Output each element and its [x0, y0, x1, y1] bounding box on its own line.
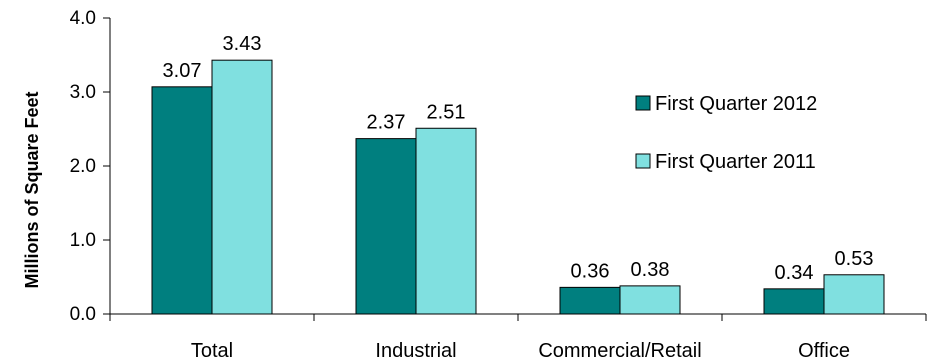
- legend-label: First Quarter 2012: [655, 93, 817, 115]
- y-axis-ticks: 0.0 1.0 2.0 3.0 4.0: [70, 8, 110, 325]
- category-label: Commercial/Retail: [538, 340, 701, 362]
- category-label: Office: [798, 340, 850, 362]
- x-axis-ticks: Total Industrial Commercial/Retail Office: [109, 314, 927, 362]
- data-label: 0.36: [571, 260, 610, 282]
- bar-q1-2012: [559, 286, 621, 315]
- data-label: 3.07: [163, 60, 202, 82]
- data-label: 3.43: [223, 33, 262, 55]
- legend-swatch: [635, 153, 651, 169]
- y-tick-label: 2.0: [70, 156, 96, 177]
- category-label: Total: [191, 340, 233, 362]
- data-label: 0.38: [631, 259, 670, 281]
- y-tick-label: 3.0: [70, 82, 96, 103]
- bar-q1-2011: [619, 285, 681, 315]
- data-label: 2.37: [367, 112, 406, 134]
- y-tick-label: 4.0: [70, 8, 96, 29]
- y-tick-label: 1.0: [70, 230, 96, 251]
- data-label: 2.51: [427, 101, 466, 123]
- bar-q1-2011: [415, 127, 477, 315]
- data-label: 0.34: [775, 262, 814, 284]
- bar-q1-2012: [763, 288, 825, 315]
- data-labels: 3.07 2.37 0.36 0.34 3.43 2.51 0.38 0.53: [163, 33, 874, 284]
- category-label: Industrial: [375, 340, 456, 362]
- data-label: 0.53: [835, 248, 874, 270]
- y-axis-title: Millions of Square Feet: [22, 91, 42, 288]
- bar-q1-2012: [151, 86, 213, 315]
- bar-q1-2012: [355, 138, 417, 315]
- legend-label: First Quarter 2011: [655, 151, 816, 173]
- y-tick-label: 0.0: [70, 304, 96, 325]
- bars: [151, 59, 885, 315]
- legend-swatch: [635, 95, 651, 111]
- bar-q1-2011: [823, 274, 885, 315]
- bar-q1-2011: [211, 59, 273, 315]
- legend: First Quarter 2012 First Quarter 2011: [635, 93, 817, 173]
